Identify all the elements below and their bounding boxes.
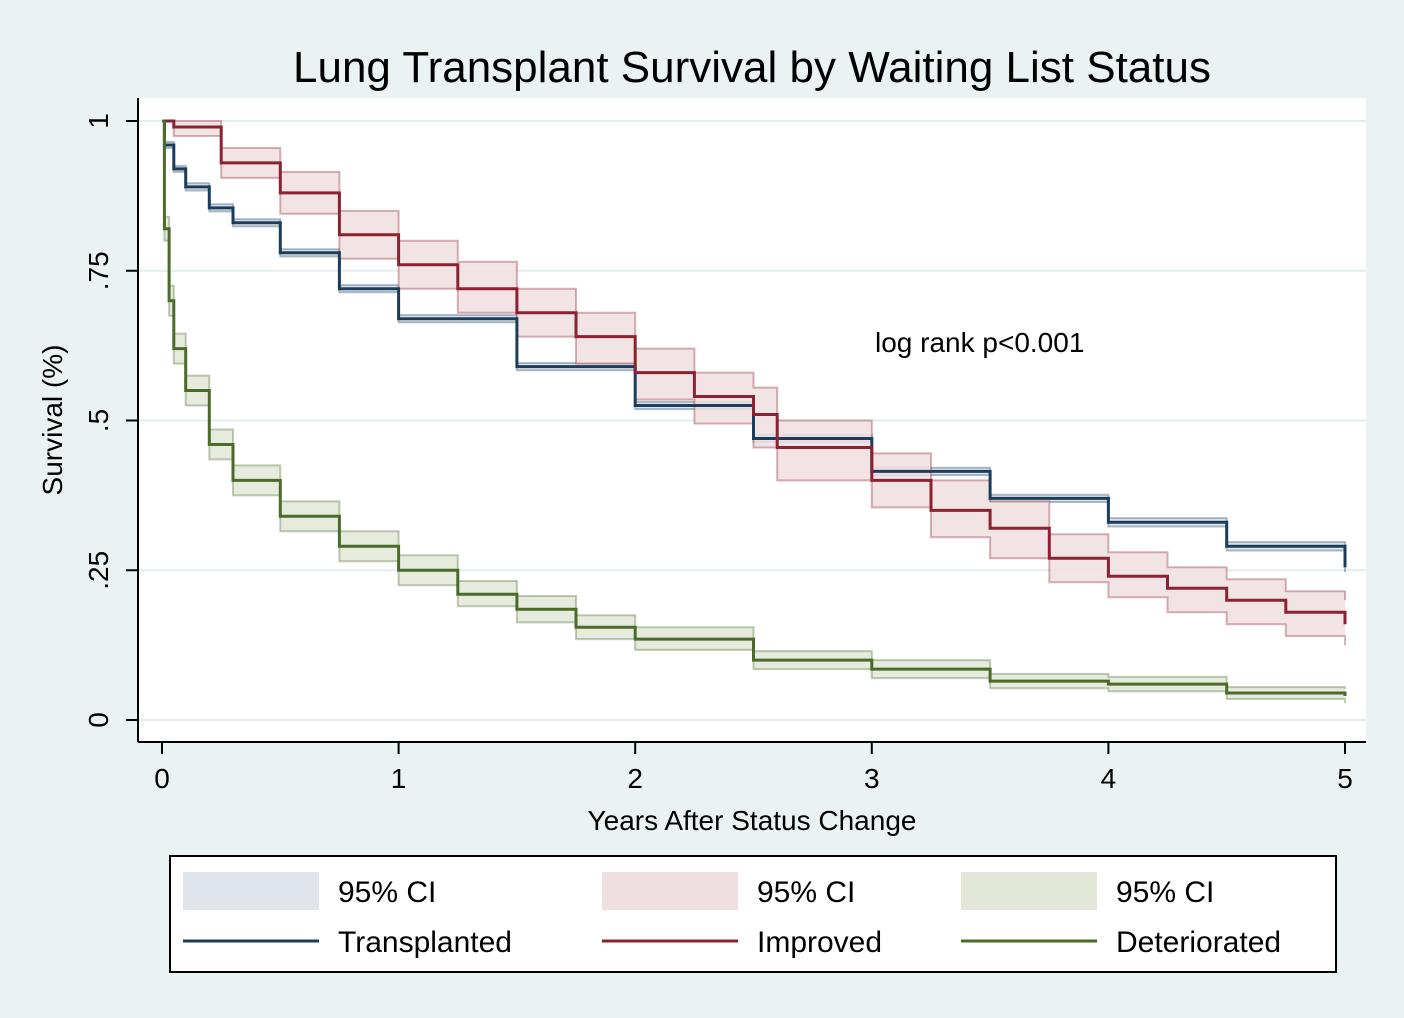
legend-box <box>169 855 1337 973</box>
x-tick-label: 2 <box>627 763 643 794</box>
y-axis-ticks: 0 .25 .5 .75 1 <box>83 113 138 728</box>
series-lines <box>162 119 1347 696</box>
ci-band-deteriorated <box>162 121 1345 704</box>
survival-line-improved <box>162 119 1347 625</box>
y-tick-label: .25 <box>83 551 114 590</box>
x-tick-label: 0 <box>154 763 170 794</box>
ci-band-improved <box>162 121 1345 646</box>
legend-swatch-ci <box>183 872 319 910</box>
legend-label-ci: 95% CI <box>757 876 855 909</box>
legend-swatch-ci <box>602 872 738 910</box>
legend-swatch-ci <box>961 872 1097 910</box>
survival-line-deteriorated <box>162 119 1347 696</box>
y-tick-label: 0 <box>83 712 114 728</box>
x-tick-label: 5 <box>1337 763 1353 794</box>
x-axis-ticks: 0 1 2 3 4 5 <box>154 742 1353 794</box>
legend: 95% CI Transplanted 95% CI Improved 95% CI De… <box>183 872 1281 959</box>
y-tick-label: 1 <box>83 113 114 129</box>
chart-title: Lung Transplant Survival by Waiting List… <box>293 43 1211 92</box>
legend-label-ci: 95% CI <box>338 876 436 909</box>
y-tick-label: .75 <box>83 251 114 290</box>
x-tick-label: 4 <box>1101 763 1117 794</box>
x-tick-label: 1 <box>391 763 407 794</box>
legend-label-ci: 95% CI <box>1116 876 1214 909</box>
legend-label-series: Improved <box>757 926 882 959</box>
survival-line-transplanted <box>162 119 1347 568</box>
y-axis-title: Survival (%) <box>37 345 68 496</box>
x-axis-title: Years After Status Change <box>588 805 917 836</box>
log-rank-annotation: log rank p<0.001 <box>875 327 1084 358</box>
y-tick-label: .5 <box>83 409 114 432</box>
x-tick-label: 3 <box>864 763 880 794</box>
legend-label-series: Transplanted <box>338 926 512 959</box>
legend-label-series: Deteriorated <box>1116 926 1281 959</box>
